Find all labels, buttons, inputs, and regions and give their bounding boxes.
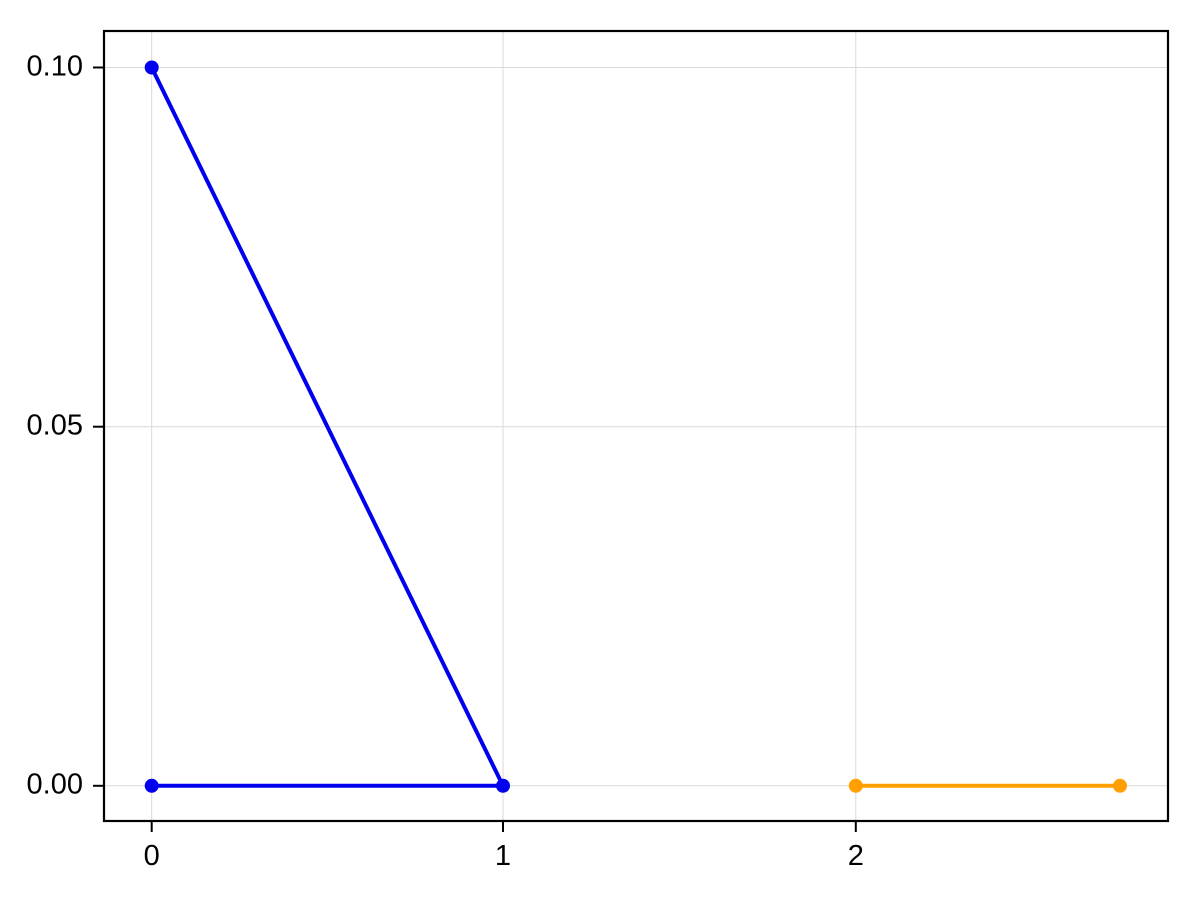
svg-text:2: 2 xyxy=(848,840,864,872)
svg-text:0: 0 xyxy=(144,840,160,872)
svg-text:0.05: 0.05 xyxy=(27,410,83,442)
svg-text:0.00: 0.00 xyxy=(27,769,83,801)
svg-text:1: 1 xyxy=(495,840,511,872)
svg-text:0.10: 0.10 xyxy=(27,51,83,83)
